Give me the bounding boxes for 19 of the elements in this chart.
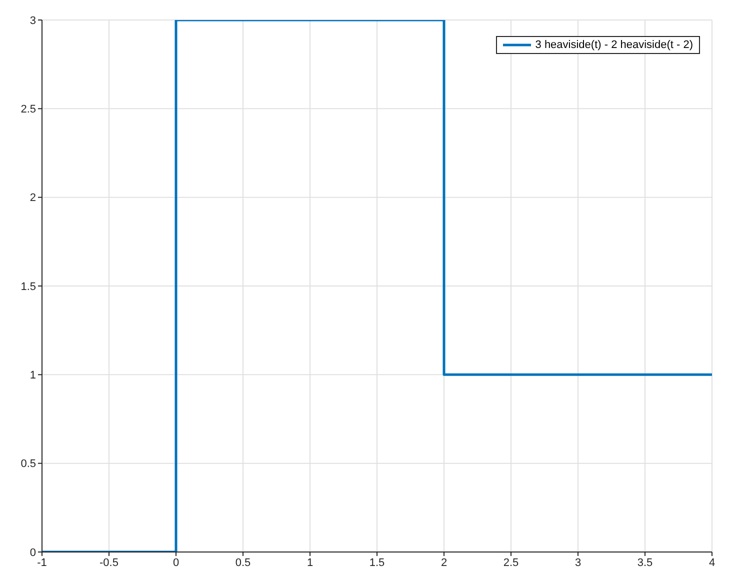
x-tick-label: 2.5: [503, 556, 519, 569]
y-tick-label: 2.5: [20, 104, 36, 116]
x-tick-label: -0.5: [100, 556, 118, 569]
x-tick-label: 0.5: [235, 556, 251, 569]
y-tick-label: 2: [30, 192, 36, 204]
y-tick-label: 0.5: [20, 458, 36, 470]
y-tick-label: 1: [30, 370, 36, 382]
x-tick-label: 3: [574, 556, 582, 569]
x-tick-label: 1.5: [369, 556, 385, 569]
y-tick-label: 1.5: [20, 280, 36, 293]
x-tick-label: -1: [37, 556, 47, 569]
x-tick-label: 4: [708, 556, 716, 569]
x-tick-label: 3.5: [637, 556, 653, 569]
legend-label: 3 heaviside(t) - 2 heaviside(t - 2): [535, 39, 693, 51]
x-tick-label: 1: [306, 556, 314, 569]
x-tick-label: 0: [172, 556, 180, 569]
x-tick-label: 2: [440, 556, 448, 569]
y-tick-label: 0: [30, 546, 36, 559]
y-tick-label: 3: [30, 14, 36, 27]
